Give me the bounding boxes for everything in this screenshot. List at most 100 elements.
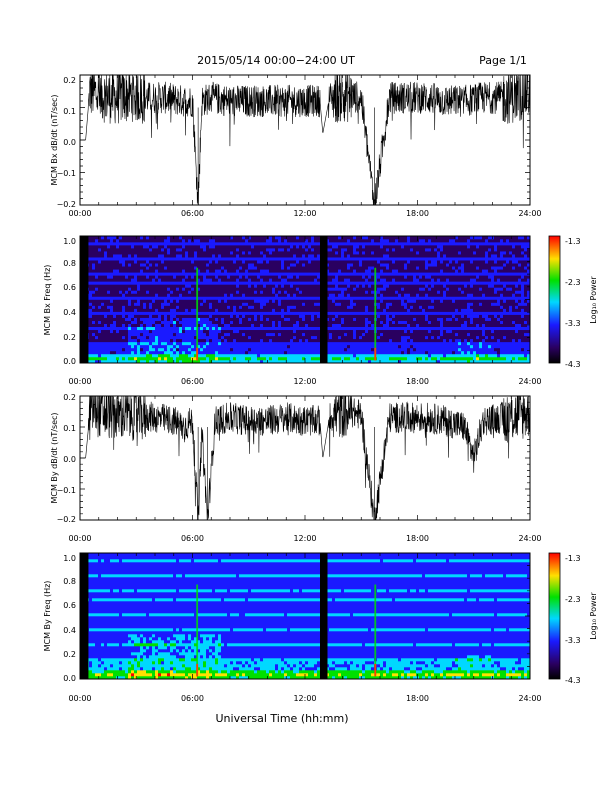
spectrogram-cell (338, 242, 342, 246)
spectrogram-cell (356, 332, 360, 337)
spectrogram-cell (245, 248, 249, 252)
spectrogram-cell (227, 320, 231, 324)
spectrogram-cell (332, 236, 336, 240)
spectrogram-cell (191, 317, 195, 321)
spectrogram-cell (131, 329, 135, 334)
spectrogram-cell (107, 245, 111, 249)
spectrogram-cell (392, 248, 396, 252)
spectrogram-cell (260, 329, 264, 334)
spectrogram-cell (317, 335, 321, 340)
spectrogram-cell (308, 338, 312, 343)
spectrogram-cell (215, 284, 219, 288)
spectrogram-cell (167, 239, 171, 243)
spectrogram-cell (92, 275, 96, 279)
spectrogram-cell (290, 284, 294, 288)
spectrogram-cell (326, 302, 330, 306)
spectrogram-cell (140, 239, 144, 243)
spectrogram-cell (119, 308, 123, 312)
spectrogram-cell (221, 239, 225, 243)
spectrogram-cell (224, 323, 228, 328)
spectrogram-cell (299, 296, 303, 300)
spectrogram-cell (95, 335, 99, 340)
spectrogram-cell (248, 251, 252, 255)
spectrogram-cell (257, 251, 261, 255)
spectrogram-cell (95, 269, 99, 273)
bx-line-ytick-label: 0.2 (63, 76, 76, 85)
spectrogram-cell (383, 323, 387, 328)
spectrogram-cell (116, 320, 120, 324)
spectrogram-cell (131, 308, 135, 312)
spectrogram-cell (131, 272, 135, 276)
spectrogram-cell (275, 254, 279, 258)
spectrogram-cell (374, 254, 378, 258)
spectrogram-cell (284, 257, 288, 261)
spectrogram-cell (335, 356, 339, 361)
spectrogram-cell (206, 338, 210, 343)
spectrogram-cell (380, 245, 384, 249)
spectrogram-cell (113, 326, 117, 331)
spectrogram-cell (266, 311, 270, 315)
spectrogram-cell (401, 257, 405, 261)
spectrogram-cell (353, 284, 357, 288)
spectrogram-cell (308, 239, 312, 243)
spectrogram-cell (149, 299, 153, 303)
spectrogram-cell (260, 302, 264, 306)
spectrogram-cell (398, 305, 402, 309)
spectrogram-cell (266, 287, 270, 291)
spectrogram-cell (284, 236, 288, 240)
spectrogram-cell (167, 353, 171, 358)
spectrogram-cell (131, 347, 135, 352)
spectrogram-cell (98, 335, 102, 340)
spectrogram-cell (188, 272, 192, 276)
spectrogram-cell (125, 347, 129, 352)
spectrogram-cell (170, 332, 174, 337)
spectrogram-cell (110, 344, 114, 349)
spectrogram-cell (179, 332, 183, 337)
spectrogram-cell (398, 245, 402, 249)
spectrogram-cell (104, 266, 108, 270)
spectrogram-cell (431, 323, 435, 328)
spectrogram-cell (311, 254, 315, 258)
spectrogram-cell (308, 332, 312, 337)
spectrogram-cell (104, 317, 108, 321)
spectrogram-cell (152, 305, 156, 309)
spectrogram-cell (335, 326, 339, 331)
spectrogram-cell (299, 335, 303, 340)
spectrogram-cell (101, 263, 105, 267)
spectrogram-cell (314, 248, 318, 252)
spectrogram-cell (131, 305, 135, 309)
spectrogram-cell (311, 260, 315, 264)
spectrogram-cell (278, 293, 282, 297)
spectrogram-cell (176, 311, 180, 315)
spectrogram-cell (368, 353, 372, 358)
spectrogram-cell (170, 245, 174, 249)
spectrogram-cell (257, 320, 261, 324)
spectrogram-cell (335, 275, 339, 279)
spectrogram-cell (407, 347, 411, 352)
spectrogram-cell (299, 242, 303, 246)
spectrogram-cell (197, 338, 201, 343)
spectrogram-cell (176, 302, 180, 306)
spectrogram-cell (146, 338, 150, 343)
spectrogram-cell (410, 239, 414, 243)
spectrogram-cell (326, 275, 330, 279)
spectrogram-cell (371, 236, 375, 240)
spectrogram-cell (404, 236, 408, 240)
spectrogram-cell (347, 305, 351, 309)
spectrogram-cell (98, 272, 102, 276)
spectrogram-cell (392, 326, 396, 331)
spectrogram-cell (257, 254, 261, 258)
spectrogram-cell (272, 236, 276, 240)
bx-line-xtick-label: 12:00 (293, 209, 316, 218)
spectrogram-cell (410, 311, 414, 315)
bx-line-panel: MCM Bx dB/dt (nT/sec) 00:00 06:00 12:00 … (50, 73, 542, 218)
spectrogram-cell (368, 323, 372, 328)
spectrogram-cell (353, 269, 357, 273)
spectrogram-cell (182, 272, 186, 276)
spectrogram-cell (251, 278, 255, 282)
spectrogram-cell (260, 356, 264, 361)
spectrogram-cell (338, 347, 342, 352)
spectrogram-cell (245, 290, 249, 294)
spectrogram-cell (407, 308, 411, 312)
spectrogram-cell (149, 329, 153, 334)
